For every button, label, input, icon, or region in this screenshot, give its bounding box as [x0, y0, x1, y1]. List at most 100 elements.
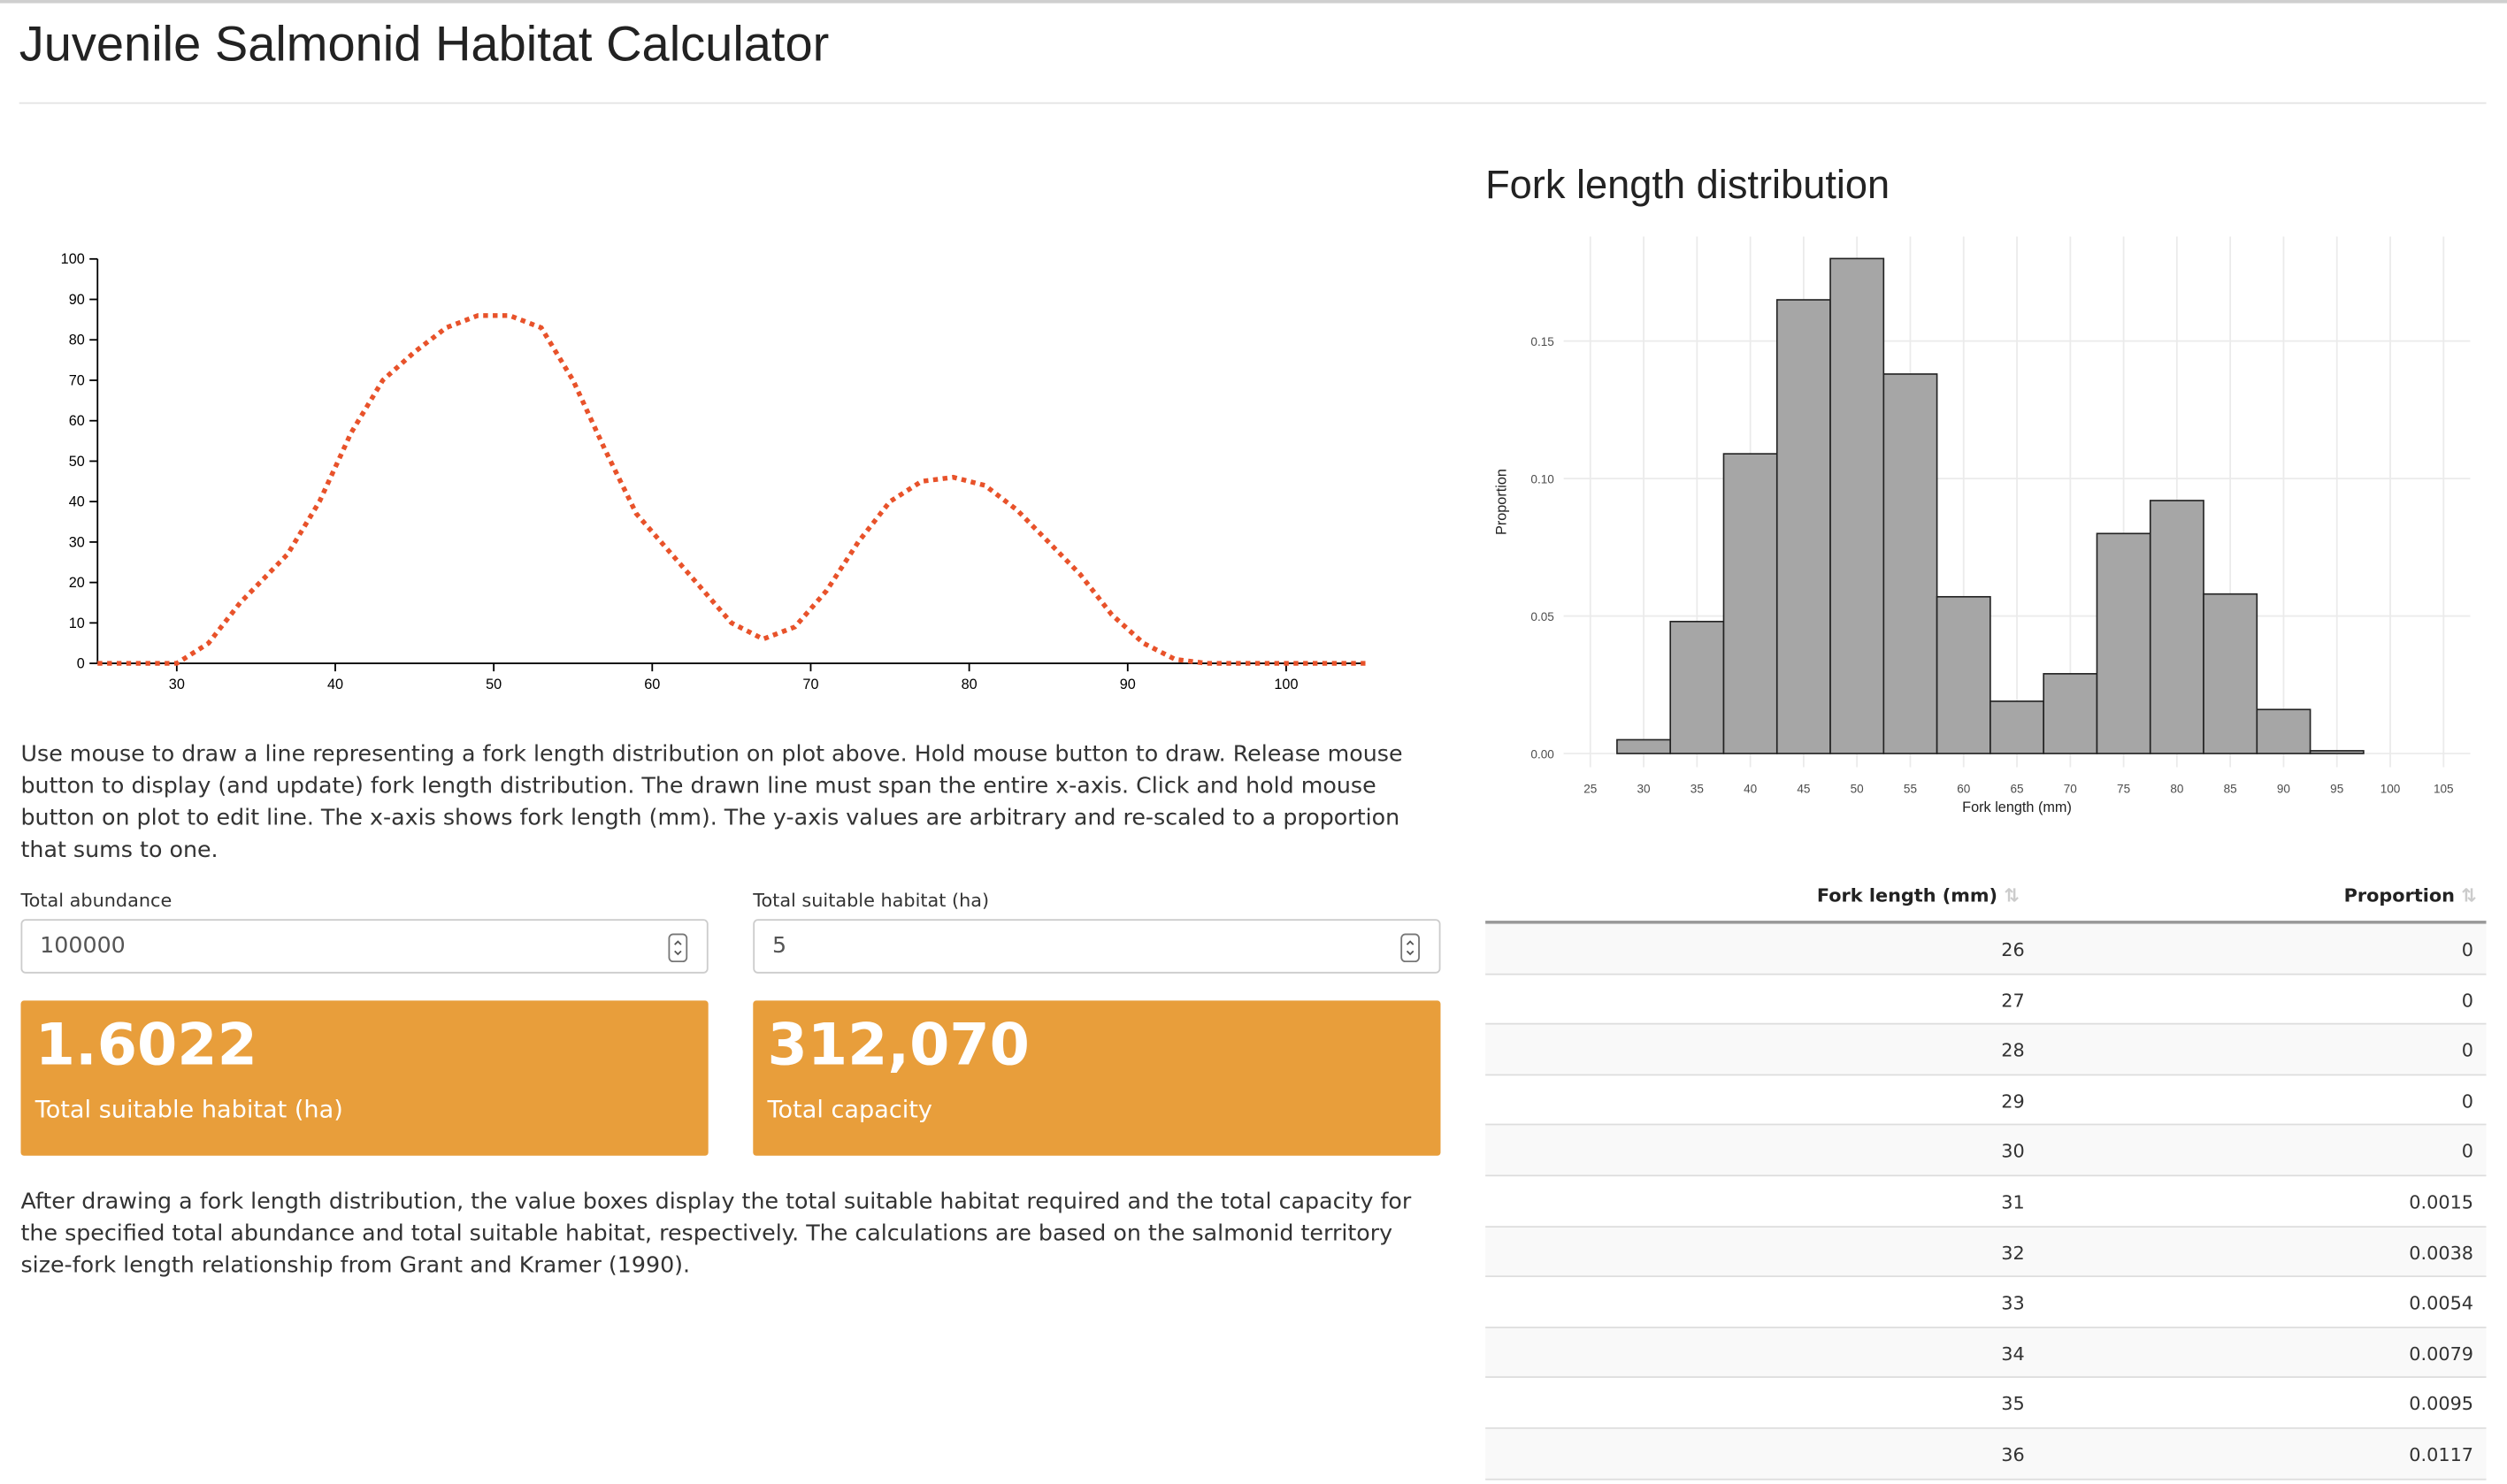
table-row: 31 0.0015	[1485, 1176, 2487, 1228]
table-cell: 34	[2001, 1342, 2025, 1365]
column-header[interactable]: Fork length (mm) ⇅	[1816, 884, 2020, 906]
y-tick-label: 10	[69, 616, 85, 631]
bar	[2203, 593, 2258, 754]
table-row: 36 0.0117	[1485, 1428, 2487, 1480]
value-box-value: 1.6022	[34, 1013, 257, 1079]
x-tick-label: 40	[1744, 782, 1757, 795]
bar	[1616, 738, 1672, 754]
table-row: 35 0.0095	[1485, 1378, 2487, 1429]
column-header[interactable]: Proportion ⇅	[2343, 884, 2477, 906]
table-cell: 0.0054	[2409, 1291, 2474, 1314]
x-tick-label: 100	[1274, 677, 1298, 692]
y-tick-label: 60	[69, 413, 85, 429]
table-cell: 36	[2001, 1442, 2025, 1466]
value-box: 312,070 Total capacity	[753, 1000, 1441, 1156]
table-row: 26 0	[1485, 923, 2487, 975]
y-tick-label: 100	[61, 251, 85, 267]
bar	[2043, 673, 2098, 754]
x-tick-label: 40	[327, 677, 343, 692]
table-row: 32 0.0038	[1485, 1227, 2487, 1278]
x-tick-label: 80	[2170, 782, 2183, 795]
y-tick-label: 30	[69, 534, 85, 550]
x-tick-label: 60	[1957, 782, 1970, 795]
x-tick-label: 95	[2330, 782, 2343, 795]
x-tick-label: 65	[2010, 782, 2023, 795]
number-input[interactable]: 100000	[20, 919, 709, 974]
table-cell: 31	[2001, 1190, 2025, 1213]
input-value: 100000	[40, 933, 126, 960]
input-label: Total suitable habitat (ha)	[753, 888, 990, 912]
drawn-line	[97, 313, 1366, 666]
bar	[2309, 750, 2365, 754]
y-tick-label: 0.10	[1530, 473, 1553, 486]
value-box-value: 312,070	[767, 1013, 1030, 1079]
y-tick-label: 40	[69, 494, 85, 510]
table-cell: 0.0117	[2409, 1442, 2474, 1466]
table-cell: 0.0079	[2409, 1342, 2474, 1365]
table-cell: 26	[2001, 937, 2025, 961]
x-tick-label: 50	[486, 677, 502, 692]
bar	[1882, 373, 1938, 754]
table-body: 26 0 27 0 28 0 29 0 30 0 31 0.0015 32 0.0038 33 0.0054 3…	[1485, 923, 2487, 1480]
table-cell: 0	[2461, 989, 2474, 1012]
number-input[interactable]: 5	[753, 919, 1441, 974]
spinner[interactable]	[1400, 933, 1420, 963]
y-axis-title: Proportion	[1494, 469, 1510, 535]
spinner[interactable]	[668, 933, 688, 963]
top-border	[0, 0, 2507, 4]
instructions: Use mouse to draw a line representing a …	[20, 741, 1403, 863]
bar	[1990, 700, 2044, 754]
table-cell: 0.0095	[2409, 1392, 2474, 1416]
y-tick-label: 0.15	[1530, 335, 1553, 348]
table-cell: 0.0038	[2409, 1241, 2474, 1264]
value-box-label: Total suitable habitat (ha)	[34, 1095, 343, 1124]
y-tick-label: 0.00	[1530, 747, 1553, 761]
table-row: 29 0	[1485, 1075, 2487, 1127]
draw-chart[interactable]: 0 10 20 30 40 50 60 70 80 90 100 30 40 50 60 70 80 90 100	[0, 224, 1439, 703]
y-tick-label: 80	[69, 333, 85, 348]
table-row: 30 0	[1485, 1126, 2487, 1177]
x-tick-label: 90	[1120, 677, 1136, 692]
bar	[1775, 299, 1831, 754]
column-header-text: Fork length (mm)	[1816, 884, 1998, 906]
y-tick-label: 0	[77, 655, 85, 671]
y-tick-label: 0.05	[1530, 610, 1553, 623]
y-tick-label: 20	[69, 575, 85, 591]
table-cell: 0	[2461, 937, 2474, 961]
bar	[1669, 620, 1725, 754]
x-tick-label: 45	[1797, 782, 1810, 795]
table-cell: 35	[2001, 1392, 2025, 1416]
table-row: 33 0.0054	[1485, 1277, 2487, 1328]
x-tick-label: 60	[644, 677, 660, 692]
column-header-text: Proportion	[2343, 884, 2455, 906]
table-cell: 0	[2461, 1090, 2474, 1113]
histogram: 0.00 0.05 0.10 0.15 25 30 35 40 45 50 55 60 65 70 75 80…	[1494, 236, 2471, 815]
x-tick-label: 90	[2277, 782, 2290, 795]
page-title: Juvenile Salmonid Habitat Calculator	[19, 16, 830, 73]
value-box: 1.6022 Total suitable habitat (ha)	[20, 1000, 709, 1156]
table-cell: 28	[2001, 1039, 2025, 1062]
table-row: 34 0.0079	[1485, 1327, 2487, 1379]
x-tick-label: 75	[2117, 782, 2130, 795]
bar	[2149, 500, 2204, 754]
x-tick-label: 105	[2434, 782, 2454, 795]
x-tick-label: 70	[802, 677, 818, 692]
histogram-title: Fork length distribution	[1485, 163, 1890, 208]
table-row: 28 0	[1485, 1024, 2487, 1075]
x-axis-title: Fork length (mm)	[1962, 799, 2072, 815]
x-tick-label: 80	[962, 677, 978, 692]
x-tick-label: 85	[2224, 782, 2237, 795]
table-cell: 29	[2001, 1090, 2025, 1113]
x-tick-label: 25	[1583, 782, 1597, 795]
y-tick-label: 50	[69, 454, 85, 470]
x-tick-label: 30	[169, 677, 185, 692]
y-tick-label: 70	[69, 372, 85, 388]
table-row: 27 0	[1485, 974, 2487, 1025]
bar	[1829, 257, 1885, 754]
table-cell: 0	[2461, 1140, 2474, 1163]
x-tick-label: 100	[2380, 782, 2401, 795]
input-value: 5	[771, 933, 787, 960]
bar	[1936, 595, 1991, 754]
